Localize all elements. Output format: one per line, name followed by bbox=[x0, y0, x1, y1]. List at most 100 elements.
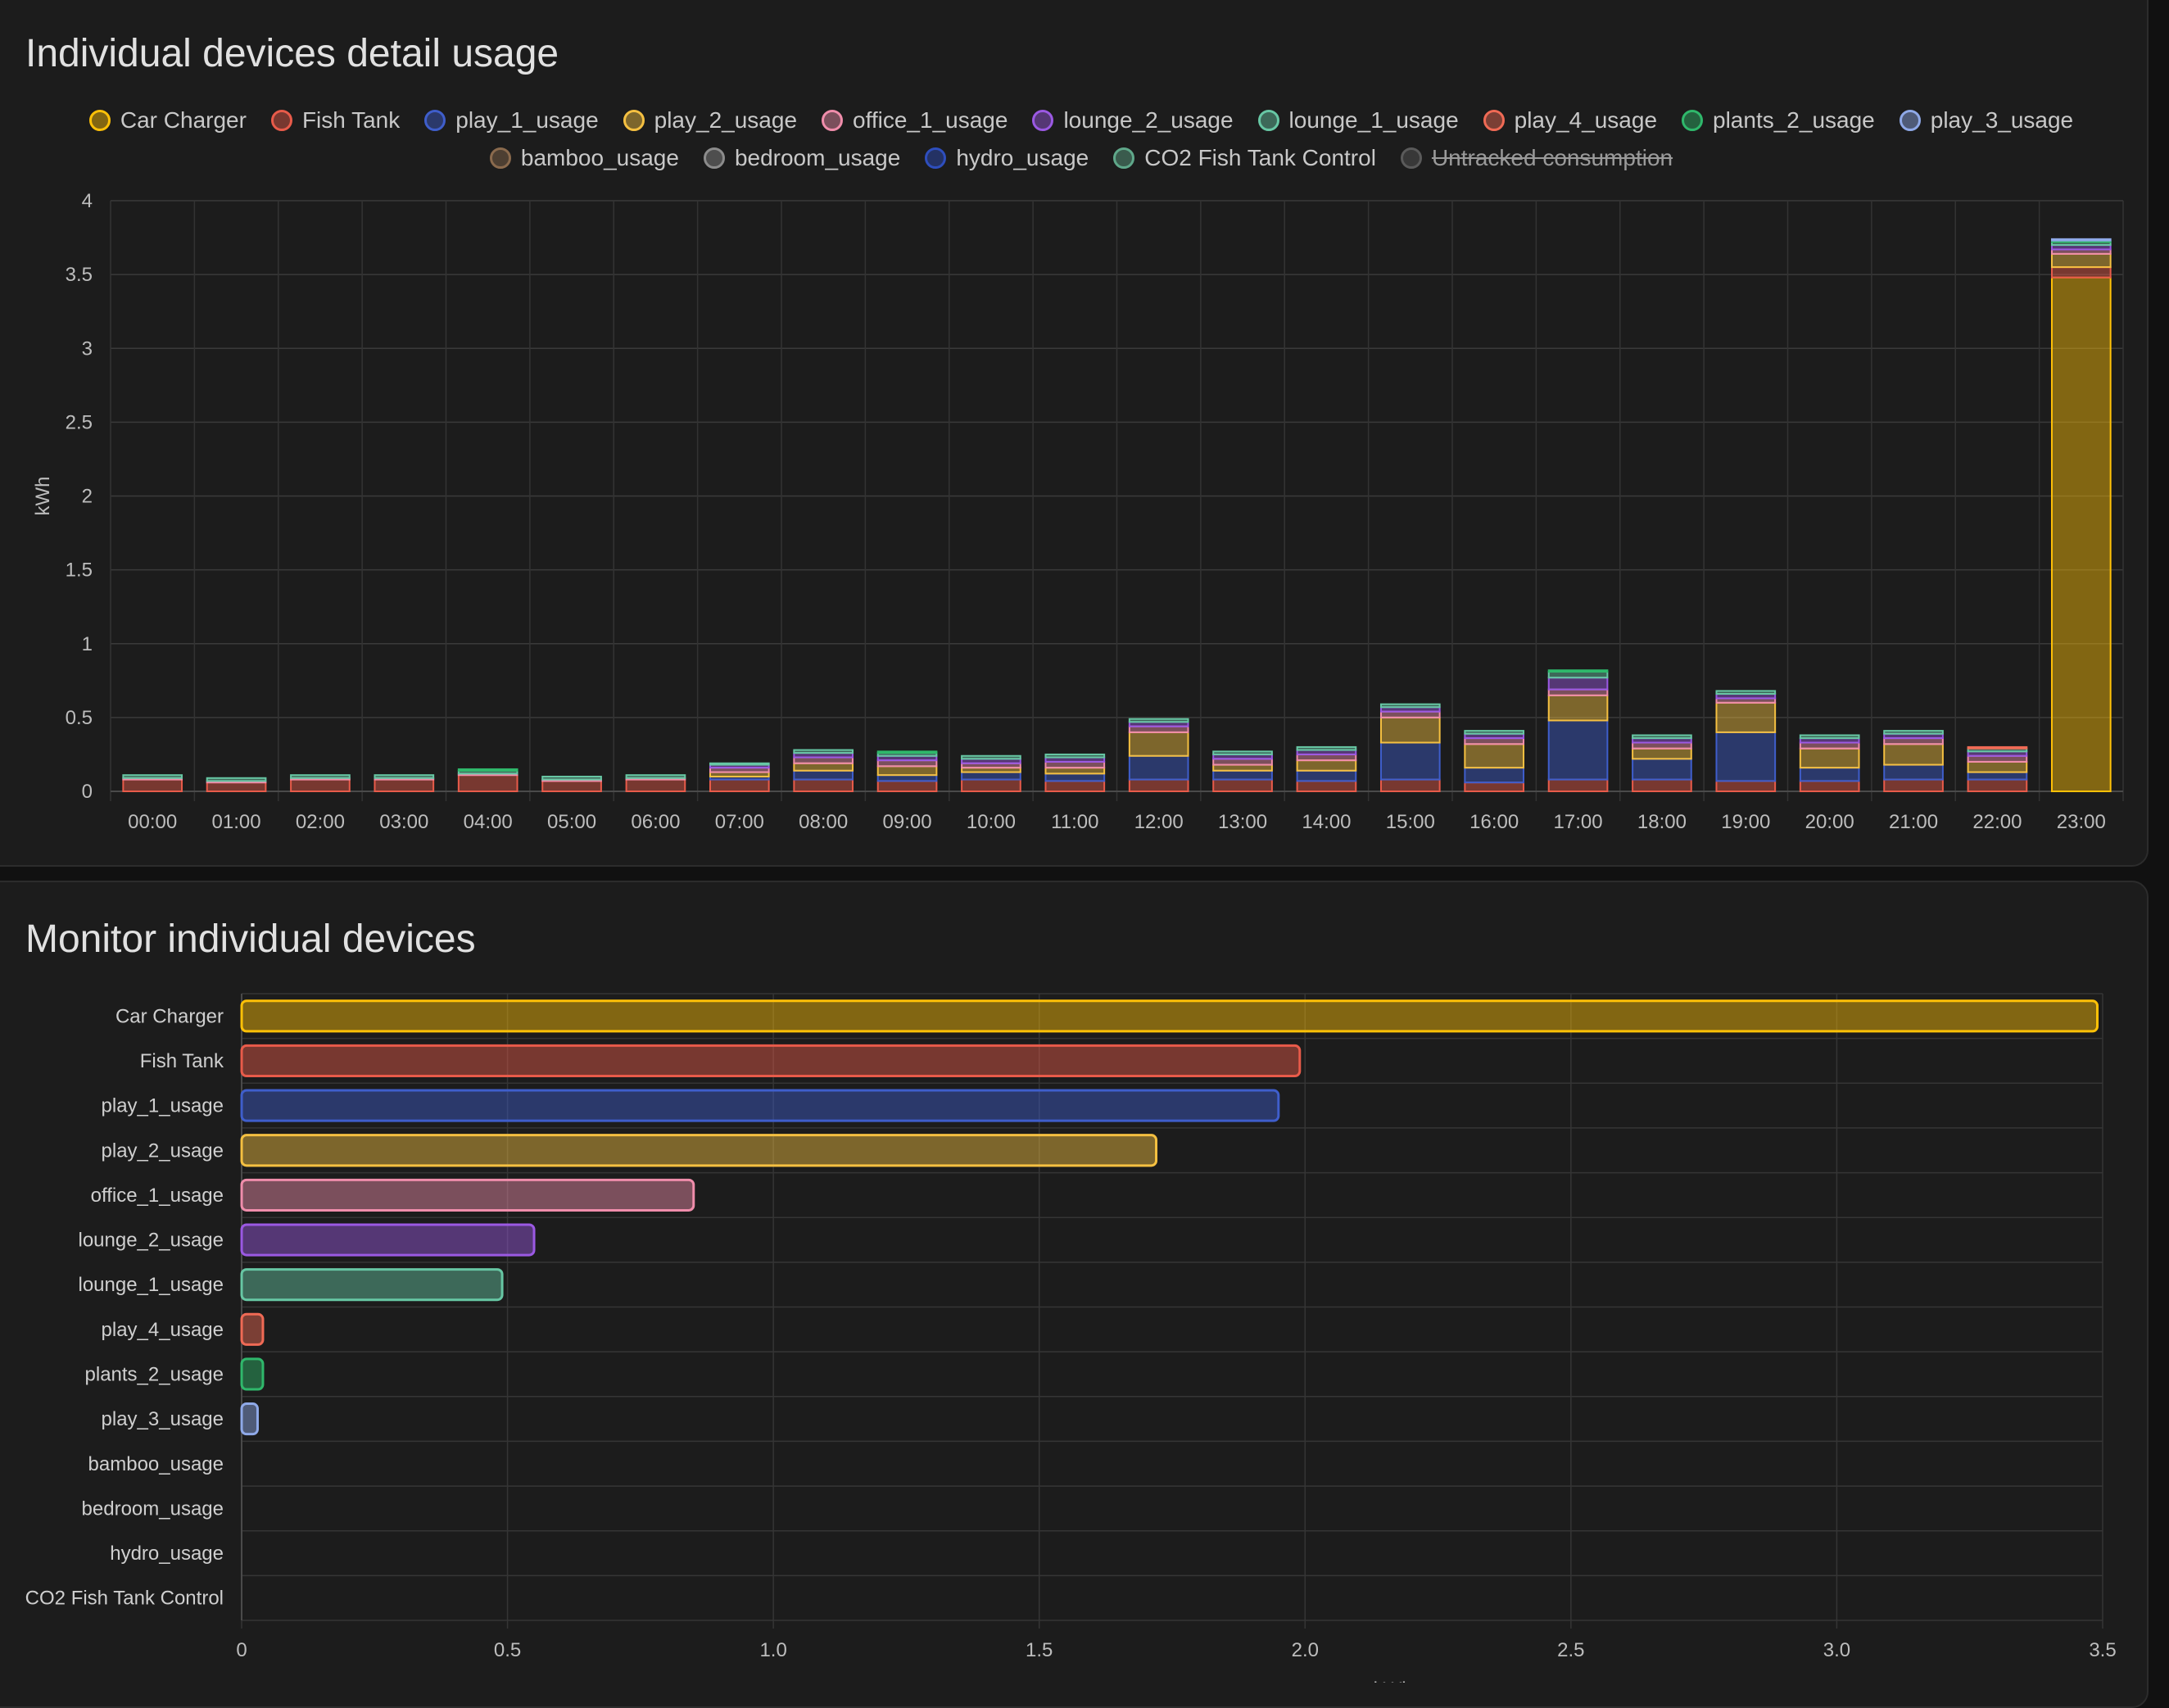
bar-segment-play-1-usage-1300[interactable] bbox=[1212, 769, 1273, 781]
bar-segment-play-2-usage-1700[interactable] bbox=[1547, 694, 1609, 722]
bar-segment-lounge-1-usage-0200[interactable] bbox=[290, 774, 351, 779]
bar-segment-play-2-usage-1800[interactable] bbox=[1632, 747, 1692, 760]
bar-segment-office-1-usage-2000[interactable] bbox=[1799, 741, 1860, 750]
bar-segment-fish-tank-1600[interactable] bbox=[1464, 782, 1525, 792]
bar-segment-lounge-1-usage-1300[interactable] bbox=[1212, 750, 1273, 755]
bar-segment-fish-tank-2200[interactable] bbox=[1967, 778, 2028, 793]
bar-segment-play-1-usage-1700[interactable] bbox=[1547, 719, 1609, 781]
bar-segment-office-1-usage-1200[interactable] bbox=[1128, 725, 1189, 733]
bar-segment-fish-tank-2300[interactable] bbox=[2050, 266, 2112, 279]
bar-segment-play-2-usage-1600[interactable] bbox=[1464, 743, 1525, 769]
bar-segment-play-2-usage-2000[interactable] bbox=[1799, 747, 1860, 769]
bar-segment-fish-tank-1000[interactable] bbox=[961, 778, 1021, 793]
bar-segment-office-1-usage-1800[interactable] bbox=[1632, 741, 1692, 750]
bar-segment-plants-2-usage-0400[interactable] bbox=[457, 768, 518, 772]
legend-item-bamboo-usage[interactable]: bamboo_usage bbox=[489, 144, 679, 172]
legend-item-play-4-usage[interactable]: play_4_usage bbox=[1483, 106, 1657, 134]
bar-segment-fish-tank-1100[interactable] bbox=[1044, 780, 1106, 793]
bar-segment-lounge-1-usage-1200[interactable] bbox=[1128, 718, 1189, 723]
bar-segment-plants-2-usage-1700[interactable] bbox=[1547, 669, 1609, 673]
bar-segment-fish-tank-1500[interactable] bbox=[1379, 778, 1441, 793]
bar-segment-fish-tank-1700[interactable] bbox=[1547, 778, 1609, 793]
bar-segment-lounge-1-usage-1700[interactable] bbox=[1547, 670, 1609, 679]
bar-segment-car-charger-2300[interactable] bbox=[2050, 276, 2112, 793]
bar-segment-lounge-1-usage-0100[interactable] bbox=[206, 777, 267, 782]
bar-segment-fish-tank-1400[interactable] bbox=[1296, 780, 1357, 793]
bar-segment-play-1-usage-1500[interactable] bbox=[1379, 741, 1441, 781]
bar-segment-fish-tank-0000[interactable] bbox=[122, 778, 183, 793]
bar-segment-play-2-usage-1400[interactable] bbox=[1296, 759, 1357, 772]
bar-segment-play-2-usage-1500[interactable] bbox=[1379, 716, 1441, 744]
bar-segment-fish-tank-0400[interactable] bbox=[457, 774, 518, 792]
bar-segment-office-1-usage-1500[interactable] bbox=[1379, 710, 1441, 718]
bar-segment-play-1-usage-1900[interactable] bbox=[1715, 731, 1777, 782]
bar-segment-play-3-usage-2300[interactable] bbox=[2050, 238, 2112, 242]
bar-segment-play-1-usage-0800[interactable] bbox=[793, 769, 854, 781]
bar-segment-play-2-usage-0900[interactable] bbox=[876, 765, 938, 777]
bar-segment-play-2-usage-1900[interactable] bbox=[1715, 701, 1777, 733]
legend-item-play-1-usage[interactable]: play_1_usage bbox=[424, 106, 599, 134]
bar-segment-office-1-usage-1700[interactable] bbox=[1547, 688, 1609, 696]
bar-segment-fish-tank-0700[interactable] bbox=[709, 778, 770, 793]
bar-segment-office-1-usage-1100[interactable] bbox=[1044, 760, 1106, 769]
bar-segment-play-1-usage-1400[interactable] bbox=[1296, 769, 1357, 782]
legend-item-lounge-1-usage[interactable]: lounge_1_usage bbox=[1257, 106, 1459, 134]
bar-segment-fish-tank-0900[interactable] bbox=[876, 780, 938, 793]
bar-segment-lounge-1-usage-0000[interactable] bbox=[122, 774, 183, 779]
bar-segment-fish-tank-1800[interactable] bbox=[1632, 778, 1692, 793]
bar-segment-lounge-1-usage-0500[interactable] bbox=[541, 775, 602, 781]
bar-segment-fish-tank-2000[interactable] bbox=[1799, 780, 1860, 793]
bar-segment-fish-tank-0500[interactable] bbox=[541, 780, 602, 793]
bar-segment-play-1-usage-0900[interactable] bbox=[876, 774, 938, 782]
bar-segment-play-1-usage-1000[interactable] bbox=[961, 771, 1021, 781]
bar-segment-office-1-usage-1300[interactable] bbox=[1212, 758, 1273, 766]
bar-segment-lounge-1-usage-0300[interactable] bbox=[374, 774, 435, 779]
bar-segment-fish-tank-0600[interactable] bbox=[625, 778, 686, 793]
legend-item-lounge-2-usage[interactable]: lounge_2_usage bbox=[1032, 106, 1234, 134]
bar-segment-fish-tank-1900[interactable] bbox=[1715, 780, 1777, 793]
bar-segment-lounge-2-usage-1700[interactable] bbox=[1547, 677, 1609, 691]
bar-segment-play-1-usage-2000[interactable] bbox=[1799, 767, 1860, 782]
bar-segment-play-1-usage-2100[interactable] bbox=[1883, 763, 1944, 781]
bar-segment-plants-2-usage-0900[interactable] bbox=[876, 750, 938, 754]
bar-segment-play-1-usage-1800[interactable] bbox=[1632, 758, 1692, 781]
bar-segment-play-1-usage-1100[interactable] bbox=[1044, 772, 1106, 782]
bar-segment-lounge-1-usage-2100[interactable] bbox=[1883, 730, 1944, 735]
bar-segment-lounge-1-usage-1400[interactable] bbox=[1296, 745, 1357, 751]
bar-segment-lounge-1-usage-1600[interactable] bbox=[1464, 730, 1525, 735]
bar-segment-lounge-1-usage-2000[interactable] bbox=[1799, 734, 1860, 740]
legend-item-untracked-consumption[interactable]: Untracked consumption bbox=[1400, 144, 1673, 172]
bar-segment-fish-tank-2100[interactable] bbox=[1883, 778, 1944, 793]
legend-item-play-2-usage[interactable]: play_2_usage bbox=[623, 106, 797, 134]
bar-segment-fish-tank-0100[interactable] bbox=[206, 782, 267, 792]
bar-segment-play-2-usage-1100[interactable] bbox=[1044, 767, 1106, 775]
bar-segment-play-2-usage-2300[interactable] bbox=[2050, 252, 2112, 269]
bar-segment-play-2-usage-1200[interactable] bbox=[1128, 731, 1189, 757]
bar-segment-play-2-usage-2100[interactable] bbox=[1883, 743, 1944, 766]
bar-segment-play-1-usage-2200[interactable] bbox=[1967, 771, 2028, 781]
bar-segment-play-4-usage-2200[interactable] bbox=[1967, 745, 2028, 750]
bar-segment-play-2-usage-0800[interactable] bbox=[793, 762, 854, 772]
bar-segment-fish-tank-0300[interactable] bbox=[374, 778, 435, 793]
bar-segment-office-1-usage-2100[interactable] bbox=[1883, 737, 1944, 745]
bar-segment-office-1-usage-2200[interactable] bbox=[1967, 754, 2028, 763]
bar-segment-lounge-1-usage-1500[interactable] bbox=[1379, 703, 1441, 709]
legend-item-plants-2-usage[interactable]: plants_2_usage bbox=[1682, 106, 1875, 134]
bar-segment-fish-tank-0200[interactable] bbox=[290, 778, 351, 793]
legend-item-fish-tank[interactable]: Fish Tank bbox=[270, 106, 400, 134]
bar-segment-play-2-usage-2200[interactable] bbox=[1967, 760, 2028, 773]
legend-item-hydro-usage[interactable]: hydro_usage bbox=[925, 144, 1089, 172]
bar-segment-play-2-usage-1300[interactable] bbox=[1212, 763, 1273, 772]
bar-segment-office-1-usage-0900[interactable] bbox=[876, 759, 938, 768]
bar-segment-office-1-usage-1400[interactable] bbox=[1296, 753, 1357, 762]
bar-segment-lounge-1-usage-0700[interactable] bbox=[709, 762, 770, 766]
bar-segment-lounge-1-usage-1000[interactable] bbox=[961, 754, 1021, 760]
legend-item-office-1-usage[interactable]: office_1_usage bbox=[822, 106, 1008, 134]
bar-segment-fish-tank-1300[interactable] bbox=[1212, 778, 1273, 793]
legend-item-car-charger[interactable]: Car Charger bbox=[88, 106, 247, 134]
legend-item-co2-fish-tank-control[interactable]: CO2 Fish Tank Control bbox=[1113, 144, 1376, 172]
bar-segment-office-1-usage-0800[interactable] bbox=[793, 756, 854, 764]
legend-item-play-3-usage[interactable]: play_3_usage bbox=[1899, 106, 2073, 134]
bar-segment-office-1-usage-1600[interactable] bbox=[1464, 737, 1525, 745]
bar-segment-lounge-1-usage-0800[interactable] bbox=[793, 749, 854, 754]
